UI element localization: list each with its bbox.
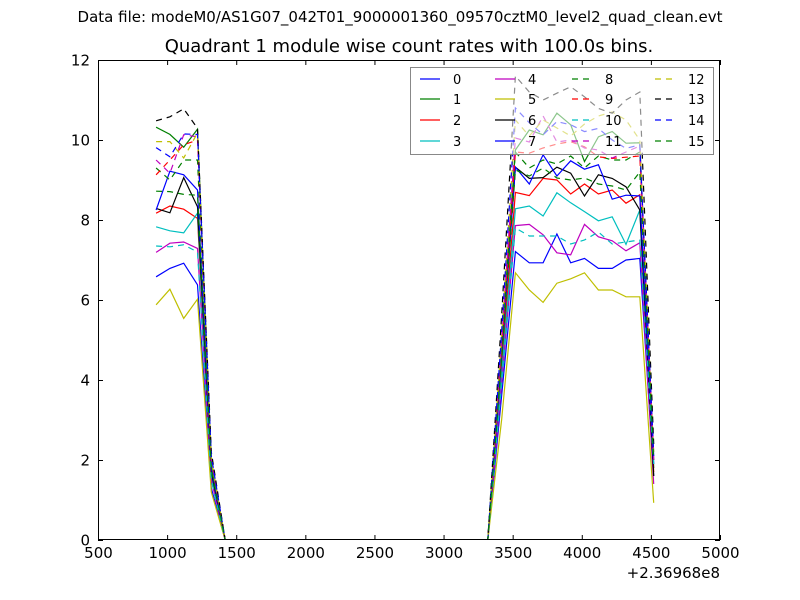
legend-entry-9: 9: [572, 93, 613, 108]
legend-label: 15: [688, 135, 705, 150]
series-line-12: [156, 111, 655, 540]
y-tick-label: 2: [80, 452, 90, 470]
y-tick-label: 12: [71, 52, 90, 70]
legend-entry-2: 2: [420, 114, 461, 129]
legend-entry-6: 6: [495, 114, 536, 129]
legend-label: 4: [528, 73, 536, 88]
legend-entry-13: 13: [655, 93, 705, 108]
x-tick-label: 1000: [149, 544, 187, 562]
legend-entry-12: 12: [655, 73, 705, 88]
legend-label: 14: [688, 114, 705, 129]
series-line-11: [155, 114, 655, 540]
x-tick-label: 2000: [287, 544, 325, 562]
series-line-4: [155, 223, 655, 540]
x-tick-label: 5000: [701, 544, 739, 562]
legend-label: 7: [528, 135, 536, 150]
series-line-0: [155, 232, 655, 540]
x-offset-text: +2.36968e8: [627, 564, 720, 582]
legend-label: 10: [605, 114, 622, 129]
legend-label: 8: [605, 73, 613, 88]
legend-entry-14: 14: [655, 114, 705, 129]
legend-entry-5: 5: [495, 93, 536, 108]
y-tick-label: 6: [80, 292, 90, 310]
series-line-3: [155, 191, 655, 540]
series-line-7: [155, 153, 655, 540]
series-line-1: [155, 112, 655, 540]
legend-entry-4: 4: [495, 73, 536, 88]
y-tick-label: 4: [80, 372, 90, 390]
legend-label: 12: [688, 73, 705, 88]
legend-entry-3: 3: [420, 135, 461, 150]
chart-title: Quadrant 1 module wise count rates with …: [164, 36, 654, 57]
legend-label: 13: [688, 93, 705, 108]
legend-label: 1: [453, 93, 461, 108]
x-tick-label: 1500: [218, 544, 256, 562]
x-tick-label: 2500: [356, 544, 394, 562]
y-tick-label: 10: [71, 132, 90, 150]
figure-suptitle: Data file: modeM0/AS1G07_042T01_90000013…: [77, 8, 723, 26]
x-tick-label: 500: [84, 544, 113, 562]
series-line-10: [156, 227, 655, 540]
x-tick-label: 4000: [563, 544, 601, 562]
y-tick-label: 8: [80, 212, 90, 230]
series-line-2: [155, 177, 655, 540]
legend-entry-0: 0: [420, 73, 461, 88]
legend-label: 11: [605, 135, 622, 150]
legend-label: 9: [605, 93, 613, 108]
legend-entry-1: 1: [420, 93, 461, 108]
legend-entry-15: 15: [655, 135, 705, 150]
x-tick-label: 4500: [632, 544, 670, 562]
series-line-6: [155, 166, 655, 540]
legend-label: 3: [453, 135, 461, 150]
x-tick-label: 3000: [425, 544, 463, 562]
series-line-14: [155, 106, 655, 540]
legend-label: 2: [453, 114, 461, 129]
legend-label: 6: [528, 114, 536, 129]
legend-entry-7: 7: [495, 135, 536, 150]
legend-entry-10: 10: [572, 114, 622, 129]
series-line-15: [156, 167, 655, 540]
legend-box: [410, 67, 714, 155]
series-line-5: [155, 271, 655, 540]
series-line-8: [155, 150, 655, 540]
series-line-9: [155, 139, 655, 540]
x-tick-label: 3500: [494, 544, 532, 562]
legend-label: 5: [528, 93, 536, 108]
legend-label: 0: [453, 73, 461, 88]
legend-entry-11: 11: [572, 135, 622, 150]
y-tick-label: 0: [80, 532, 90, 550]
legend-entry-8: 8: [572, 73, 613, 88]
